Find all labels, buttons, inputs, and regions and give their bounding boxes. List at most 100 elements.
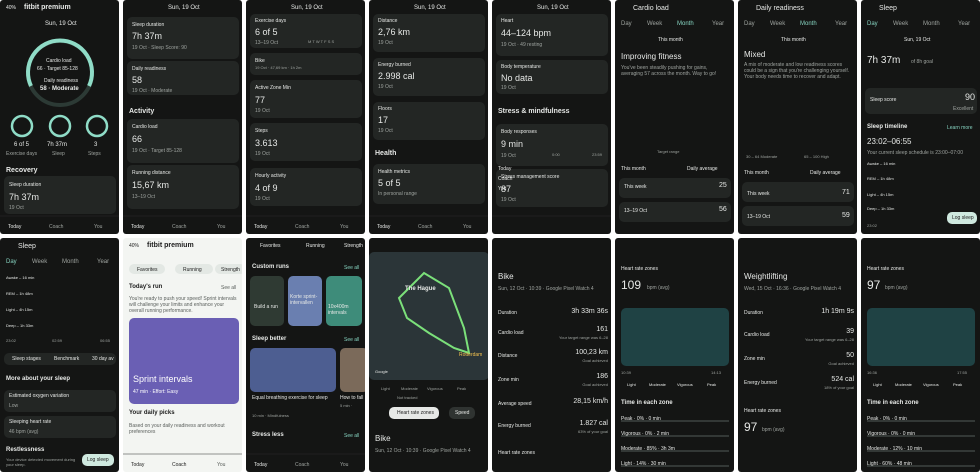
card <box>496 14 608 56</box>
phone-screen: Cardio load Day Week Month Year This month Imp… <box>615 0 734 234</box>
label: Moderate <box>401 386 418 391</box>
card <box>742 206 854 226</box>
decoration <box>246 215 365 217</box>
label: Today <box>131 462 145 468</box>
label: Equal breathing exercise for sleep <box>252 395 328 401</box>
label: Korte sprint-intervallen <box>290 294 318 306</box>
label: 5 of 5 <box>378 178 401 188</box>
label: Today <box>377 224 391 230</box>
label: See all <box>344 433 360 439</box>
label: Day <box>867 21 878 27</box>
label: 13–19 Oct <box>747 214 771 220</box>
decoration <box>621 420 729 467</box>
label: Today <box>254 462 268 468</box>
phone-screen: Sun, 19 Oct Heart 44–124 bpm 19 Oct · 49 re… <box>492 0 611 234</box>
label: 23:02–06:55 <box>867 137 912 146</box>
label: Favorites <box>260 243 281 249</box>
label: Low <box>9 403 19 409</box>
label: 63% of your goal <box>577 429 608 434</box>
card <box>865 88 977 114</box>
label: Sun, 12 Oct · 10:39 · Google Pixel Watch… <box>498 286 594 292</box>
label: Moderate <box>895 382 912 387</box>
label: 28,15 km/h <box>573 398 608 405</box>
phone-screen: Sleep Day Week Month Year Awake – 16 min REM –… <box>0 238 119 472</box>
label: 19 Oct <box>501 197 516 203</box>
label: Vigorous <box>923 382 939 387</box>
label: Speed <box>455 410 470 416</box>
label: Sun, 19 Oct <box>904 37 931 43</box>
label: You <box>217 462 226 468</box>
card <box>947 212 977 224</box>
label: Coach <box>418 224 433 230</box>
label: Peak <box>707 382 717 387</box>
card <box>4 176 116 214</box>
label: Moderate · 85% · 3h 3m <box>621 446 675 452</box>
label: fitbit premium <box>24 4 71 11</box>
label: Improving fitness <box>621 52 682 61</box>
label: 19 Oct <box>255 108 270 114</box>
label: You <box>94 224 103 230</box>
card <box>82 454 114 466</box>
label: bpm (avg) <box>885 285 908 291</box>
label: Goal achieved <box>828 361 854 366</box>
label: Target range <box>657 149 680 154</box>
label: Coach <box>49 224 64 230</box>
decoration <box>369 215 488 217</box>
label: Daily readiness <box>44 78 79 84</box>
label: Health <box>375 150 397 157</box>
card <box>129 318 239 404</box>
label: In personal range <box>378 191 417 197</box>
label: 161 <box>596 326 608 333</box>
label: 30 – 64 Moderate <box>746 154 778 159</box>
label: Light · 14% · 30 min <box>621 461 666 467</box>
label: 19 Oct <box>501 85 516 91</box>
label: Restlessness <box>6 447 45 453</box>
phone-screen: Sleep Day Week Month Year Sun, 19 Oct 7h 37m of… <box>861 0 980 234</box>
label: Sleep better <box>252 336 287 342</box>
label: bpm (avg) <box>762 427 785 433</box>
label: Energy burned <box>744 380 777 386</box>
label: 109 <box>621 278 642 292</box>
label: 65 – 100 High <box>804 154 829 159</box>
label: REM – 1h 48m <box>6 291 33 296</box>
label: 18% of your goal <box>823 385 854 390</box>
label: Duration <box>744 310 763 316</box>
card <box>250 14 362 48</box>
label: Week <box>32 259 48 265</box>
label: 97 <box>744 420 758 434</box>
label: Duration <box>498 310 517 316</box>
label: Peak <box>457 386 467 391</box>
label: REM – 1h 48m <box>867 176 894 181</box>
label: Floors <box>378 106 392 112</box>
label: Recovery <box>6 167 38 174</box>
label: Vigorous <box>677 382 693 387</box>
label: Strength <box>221 267 240 273</box>
label: Steps <box>88 151 101 157</box>
label: Health metrics <box>378 169 410 175</box>
label: Sun, 12 Oct · 10:39 · Google Pixel Watch… <box>375 448 471 454</box>
label: 44–124 bpm <box>501 28 552 38</box>
label: Goal achieved <box>582 382 608 387</box>
label: Awake – 16 min <box>867 161 896 166</box>
decoration <box>246 453 365 455</box>
label: Mixed <box>744 50 766 59</box>
label: 19 Oct <box>378 128 393 134</box>
label: fitbit premium <box>147 242 194 249</box>
label: Stress management score <box>501 174 560 180</box>
label: Year <box>835 21 848 27</box>
decoration <box>397 271 471 355</box>
label: 90 <box>965 92 976 102</box>
label: Exercise days <box>255 18 287 24</box>
card <box>127 119 239 163</box>
card <box>619 202 731 222</box>
label: Week <box>647 21 663 27</box>
label: Light – 4h 15m <box>867 192 894 197</box>
label: Bike <box>255 58 265 64</box>
label: Sun, 19 Oct <box>291 5 323 11</box>
label: Zone min <box>498 377 519 383</box>
label: Light <box>873 382 882 387</box>
label: 19 Oct <box>9 205 24 211</box>
phone-screen: Heart rate zones 109 bpm (avg) 10:39 14:13 Li… <box>615 238 734 472</box>
label: Sprint intervals <box>133 374 193 384</box>
label: 3 <box>94 142 98 148</box>
